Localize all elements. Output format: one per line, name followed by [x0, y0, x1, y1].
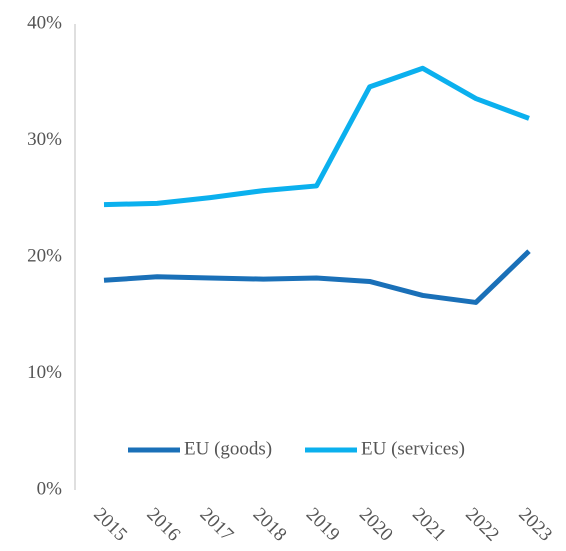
y-tick-label: 30% — [27, 129, 62, 150]
x-tick-label: 2019 — [302, 504, 344, 546]
series-line — [103, 65, 530, 208]
x-tick-label: 2018 — [249, 504, 291, 546]
y-tick-label: 20% — [27, 245, 62, 266]
legend-label: EU (services) — [361, 438, 465, 459]
x-tick-label: 2022 — [461, 504, 503, 546]
x-tick-label: 2017 — [196, 504, 238, 546]
y-tick-label: 10% — [27, 362, 62, 383]
legend-label: EU (goods) — [184, 438, 272, 459]
y-tick-label: 0% — [37, 478, 63, 499]
x-tick-label: 2023 — [514, 504, 556, 546]
y-tick-label: 40% — [27, 12, 62, 33]
x-tick-label: 2016 — [143, 504, 185, 546]
series-line — [103, 249, 531, 305]
x-tick-label: 2020 — [355, 504, 397, 546]
x-tick-label: 2021 — [408, 504, 450, 546]
x-tick-label: 2015 — [89, 504, 131, 546]
